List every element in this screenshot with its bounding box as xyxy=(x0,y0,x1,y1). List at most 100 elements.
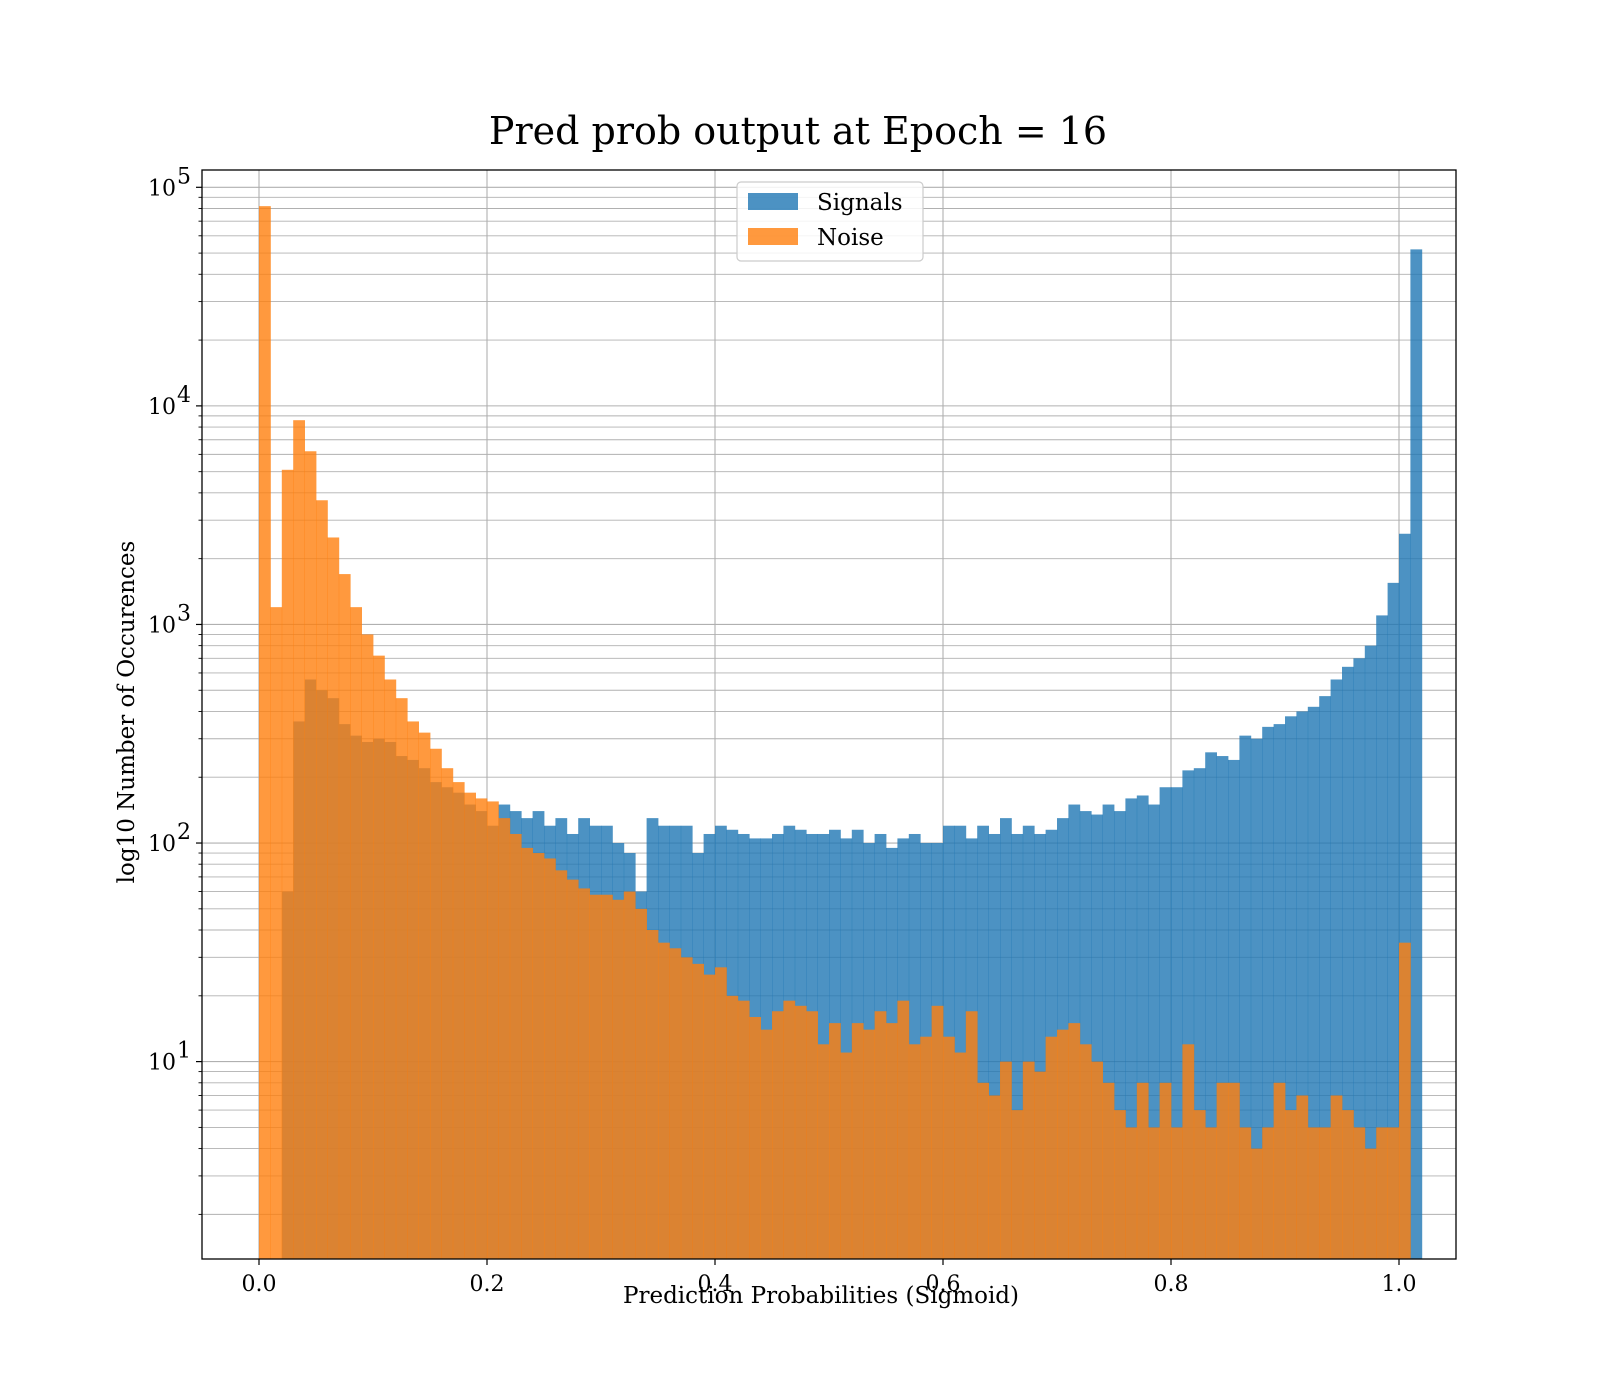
noise-bar xyxy=(1057,1029,1069,1259)
signals-bar xyxy=(1182,770,1195,1259)
noise-bar xyxy=(452,782,465,1259)
noise-bar xyxy=(658,942,670,1259)
noise-bar xyxy=(965,1011,978,1259)
x-axis-label: Prediction Probabilities (Sigmoid) xyxy=(623,1283,1019,1309)
signals-bar xyxy=(1034,833,1046,1259)
y-tick-label: 10 xyxy=(148,613,176,638)
signals-bar xyxy=(1410,249,1423,1260)
noise-bar xyxy=(954,1052,967,1259)
legend: Signals Noise xyxy=(736,181,924,262)
y-tick-exponent: 5 xyxy=(177,164,191,189)
noise-bar xyxy=(1000,1061,1012,1259)
noise-bar xyxy=(418,732,431,1259)
x-tick-label: 0.2 xyxy=(470,1272,505,1297)
y-tick-exponent: 2 xyxy=(177,820,191,845)
signals-bar xyxy=(1125,798,1138,1259)
noise-bar xyxy=(270,607,283,1259)
signals-bar xyxy=(1079,811,1092,1259)
noise-bar xyxy=(1159,1082,1172,1259)
noise-bar xyxy=(715,967,727,1259)
signals-bar xyxy=(1296,711,1309,1259)
noise-bar xyxy=(430,748,442,1259)
signals-bar xyxy=(1285,716,1297,1259)
noise-bar xyxy=(772,1011,784,1259)
signals-bar xyxy=(1193,768,1206,1259)
legend-label-noise: Noise xyxy=(817,225,884,251)
noise-bar xyxy=(475,798,488,1259)
x-tick-label: 0.8 xyxy=(1154,1272,1189,1297)
noise-bar xyxy=(1399,942,1411,1259)
noise-bar xyxy=(316,500,328,1260)
noise-bar xyxy=(1136,1082,1149,1259)
noise-bar xyxy=(1353,1127,1366,1259)
signals-bar xyxy=(1205,752,1217,1259)
signals-bar xyxy=(1114,811,1126,1259)
signals-bar xyxy=(1011,833,1024,1259)
legend-label-signals: Signals xyxy=(817,190,903,216)
noise-bar xyxy=(1102,1082,1115,1259)
noise-bar xyxy=(1205,1127,1217,1259)
signals-bar xyxy=(977,825,989,1259)
y-tick-label: 10 xyxy=(148,832,176,857)
signals-bar xyxy=(988,833,1001,1259)
signals-bar xyxy=(1171,787,1183,1259)
signals-bar xyxy=(1273,724,1286,1259)
y-tick-exponent: 3 xyxy=(177,601,191,626)
noise-bar xyxy=(521,847,533,1259)
signals-bar xyxy=(1262,726,1274,1259)
noise-bar xyxy=(555,870,568,1259)
signals-bar xyxy=(1136,795,1149,1259)
noise-bar xyxy=(737,1000,750,1259)
noise-bar xyxy=(293,420,305,1259)
noise-bar xyxy=(1228,1082,1240,1259)
signals-bar xyxy=(1216,756,1229,1259)
y-tick-label: 10 xyxy=(148,395,176,420)
noise-bar xyxy=(977,1082,989,1259)
noise-bar xyxy=(1262,1127,1274,1259)
noise-bar xyxy=(1193,1110,1206,1259)
signals-bar xyxy=(1330,679,1343,1259)
noise-bar xyxy=(578,888,590,1259)
plot-border xyxy=(201,169,1457,1260)
noise-bar xyxy=(350,607,362,1259)
signals-bar xyxy=(1148,804,1160,1259)
noise-bar xyxy=(1387,1127,1400,1259)
legend-swatch-noise xyxy=(748,228,798,245)
signals-bar xyxy=(1228,759,1240,1259)
noise-bar xyxy=(1091,1061,1103,1259)
noise-bar xyxy=(1182,1044,1195,1259)
noise-bar xyxy=(646,930,659,1259)
signals-bar xyxy=(1307,706,1320,1259)
noise-bar xyxy=(373,655,385,1259)
noise-bar xyxy=(726,995,739,1259)
noise-bar xyxy=(1045,1036,1058,1259)
noise-bar xyxy=(361,634,374,1259)
signals-bar xyxy=(1342,666,1354,1259)
noise-bar xyxy=(487,801,499,1259)
noise-bar xyxy=(601,894,613,1259)
noise-bar xyxy=(897,1000,910,1259)
noise-bar xyxy=(441,768,454,1259)
noise-bar xyxy=(589,894,602,1259)
noise-bar xyxy=(532,853,545,1259)
noise-bar xyxy=(566,879,579,1259)
noise-bar xyxy=(1079,1044,1092,1259)
signals-bar xyxy=(1399,533,1411,1259)
noise-bar xyxy=(612,899,625,1259)
noise-bar xyxy=(1148,1127,1160,1259)
noise-bar xyxy=(806,1011,818,1259)
noise-bar xyxy=(1330,1095,1343,1259)
signals-bar xyxy=(1239,735,1252,1259)
noise-bar xyxy=(863,1029,875,1259)
noise-bar xyxy=(1216,1082,1229,1259)
noise-bar xyxy=(1250,1148,1263,1259)
noise-bar xyxy=(1285,1110,1297,1259)
noise-bar xyxy=(1307,1127,1320,1259)
noise-bar xyxy=(304,451,317,1260)
noise-bar xyxy=(783,1000,796,1259)
y-tick-label: 10 xyxy=(148,1051,176,1076)
signals-bar xyxy=(1250,738,1263,1259)
noise-bar xyxy=(407,721,419,1259)
